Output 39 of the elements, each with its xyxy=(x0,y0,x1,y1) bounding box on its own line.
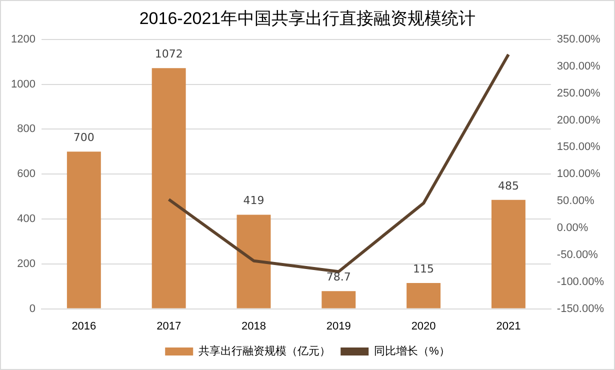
x-tick-label: 2016 xyxy=(72,320,96,332)
bar xyxy=(66,152,101,308)
y2-tick-label: -100.00% xyxy=(556,276,604,288)
y2-tick-label: -150.00% xyxy=(556,302,604,315)
y2-tick-label: 250.00% xyxy=(556,87,601,100)
y2-tick-label: 200.00% xyxy=(556,114,601,126)
y2-tick-label: 50.00% xyxy=(556,195,594,208)
y-tick-label: 600 xyxy=(17,168,36,180)
data-label: 419 xyxy=(243,194,264,208)
y2-tick-label: 350.00% xyxy=(556,33,601,46)
bar xyxy=(236,214,271,308)
y-tick-label: 1200 xyxy=(10,33,36,46)
y-tick-label: 0 xyxy=(29,302,36,315)
y2-tick-label: 0.00% xyxy=(556,222,588,234)
x-tick-label: 2019 xyxy=(326,320,351,332)
bar xyxy=(322,291,356,308)
data-label: 1072 xyxy=(154,47,183,60)
bar xyxy=(152,68,186,308)
y-tick-label: 200 xyxy=(17,258,36,270)
legend-label: 共享出行融资规模（亿元） xyxy=(198,344,331,358)
y-tick-label: 800 xyxy=(17,123,36,136)
y2-tick-label: 100.00% xyxy=(556,168,601,180)
legend-label: 同比增长（%） xyxy=(374,344,450,358)
bar xyxy=(491,200,526,308)
y-tick-label: 400 xyxy=(17,213,36,226)
y2-tick-label: -50.00% xyxy=(556,248,598,261)
x-tick-label: 2020 xyxy=(411,320,436,332)
y-tick-label: 1000 xyxy=(10,78,36,90)
chart-title: 2016-2021年中国共享出行直接融资规模统计 xyxy=(139,8,476,28)
data-label: 115 xyxy=(413,262,434,276)
data-label: 700 xyxy=(73,131,94,144)
data-label: 485 xyxy=(498,179,519,192)
y2-tick-label: 300.00% xyxy=(556,60,601,72)
data-label: 78.7 xyxy=(326,270,351,284)
y2-tick-label: 150.00% xyxy=(556,141,601,154)
x-tick-label: 2017 xyxy=(156,320,182,332)
x-tick-label: 2018 xyxy=(241,320,266,332)
bar xyxy=(406,282,441,308)
x-tick-label: 2021 xyxy=(496,320,521,332)
